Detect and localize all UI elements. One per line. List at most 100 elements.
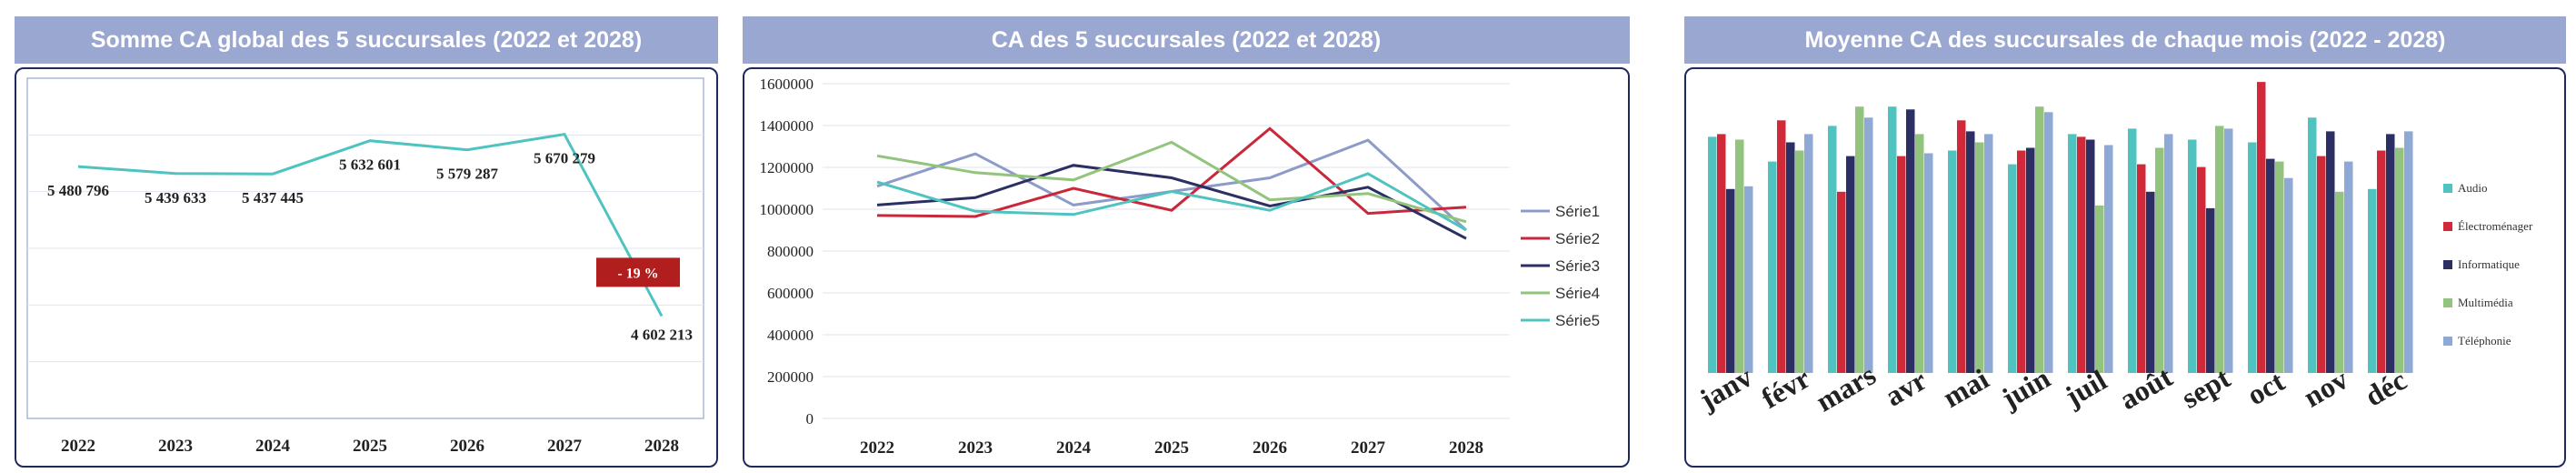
bar [1795,150,1804,373]
bar [1768,161,1777,373]
bar [2206,207,2215,373]
legend-label: Multimédia [2458,296,2513,309]
bar [1855,106,1864,373]
legend-swatch [2443,337,2452,346]
bar [1786,142,1795,373]
chart-panel-branches-ca: CA des 5 succursales (2022 et 2028) 0 200… [743,16,1630,468]
y-tick-label: 200000 [767,368,814,386]
bar [2137,164,2146,373]
bar [2146,191,2155,373]
x-tick-label: 2026 [450,437,484,456]
bar [2188,139,2197,373]
bar [2317,156,2326,373]
legend-swatch [2443,260,2452,269]
bar [2008,164,2017,373]
bar [2017,150,2026,373]
bar [1837,191,1846,373]
bar [2197,166,2206,373]
x-tick-label: 2024 [1056,438,1092,458]
bar [2026,147,2035,373]
legend-label: Série5 [1555,312,1600,329]
x-tick-label: 2027 [1351,438,1386,458]
legend-swatch [2443,184,2452,193]
x-tick-label: 2023 [958,438,993,458]
data-label: 5 439 633 [145,189,206,206]
bar [1906,109,1915,374]
bar [1966,131,1975,373]
bar [1828,126,1837,373]
series-line [876,172,1467,232]
bar [2077,136,2086,373]
legend-label: Informatique [2458,257,2520,271]
data-label: 5 632 601 [339,156,401,174]
bar [2164,134,2173,373]
series-line [876,126,1467,218]
annotation-badge [596,257,680,287]
bar [2344,161,2353,373]
bar [2377,150,2386,373]
legend-swatch [2443,222,2452,231]
bar [2035,106,2044,373]
chart-title: Moyenne CA des succursales de chaque moi… [1804,26,2446,53]
chart-frame [743,67,1630,468]
annotation-text: - 19 % [617,266,658,281]
x-tick-label: 2028 [1449,438,1483,458]
bar [2068,134,2077,373]
x-tick-label: 2027 [547,437,583,456]
bar [2215,126,2224,373]
series-line [876,140,1467,224]
data-label: 4 602 213 [631,326,693,343]
bar [2395,147,2404,373]
data-label: 5 437 445 [242,189,304,206]
bar [1948,150,1957,373]
x-tick-label: 2026 [1253,438,1287,458]
y-tick-label: 800000 [767,243,814,260]
y-tick-label: 1400000 [760,117,814,135]
bar [1924,153,1933,373]
bar [1897,156,1906,373]
bar [2368,188,2377,373]
bar [2335,191,2344,373]
bar [2308,117,2317,374]
chart-title-banner: CA des 5 succursales (2022 et 2028) [743,16,1630,64]
x-tick-label: 2024 [255,437,291,456]
legend-label: Série4 [1555,285,1600,302]
bar [2386,134,2395,373]
bar [2086,139,2095,373]
data-label: 5 480 796 [47,182,109,199]
total-ca-line [77,133,664,317]
legend-label: Audio [2458,181,2488,195]
legend-label: Série2 [1555,230,1600,247]
chart-panel-monthly-avg: Moyenne CA des succursales de chaque moi… [1684,16,2566,468]
x-tick-label: juil [2059,363,2112,413]
y-tick-label: 1000000 [760,201,814,218]
chart-title-banner: Somme CA global des 5 succursales (2022 … [15,16,718,64]
bar [2044,112,2053,374]
bar [1777,120,1786,374]
chart-title-banner: Moyenne CA des succursales de chaque moi… [1684,16,2566,64]
bar [2104,145,2113,373]
bar [1735,139,1744,373]
bar [2326,131,2335,373]
legend-label: Téléphonie [2458,334,2511,347]
x-tick-label: 2022 [860,438,894,458]
y-tick-label: 400000 [767,327,814,344]
bar [1726,188,1735,373]
chart-panel-total-ca: Somme CA global des 5 succursales (2022 … [15,16,718,468]
bar [1915,134,1924,373]
bar [1864,117,1873,374]
bar [2284,177,2293,373]
bar [2128,128,2137,373]
bar [1804,134,1813,373]
bar [2095,205,2104,373]
x-tick-label: 2028 [644,437,679,456]
legend-swatch [2443,298,2452,307]
bar [1984,134,1993,373]
x-tick-label: déc [2359,363,2411,412]
branches-ca-line-chart: 0 200000 400000 600000 800000 1000000 1200000 1… [760,75,1601,458]
x-tick-label: avr [1879,363,1932,412]
y-tick-label: 1600000 [760,75,814,93]
bar [1708,136,1717,373]
chart-title: CA des 5 succursales (2022 et 2028) [991,26,1382,53]
bar [2257,82,2266,373]
